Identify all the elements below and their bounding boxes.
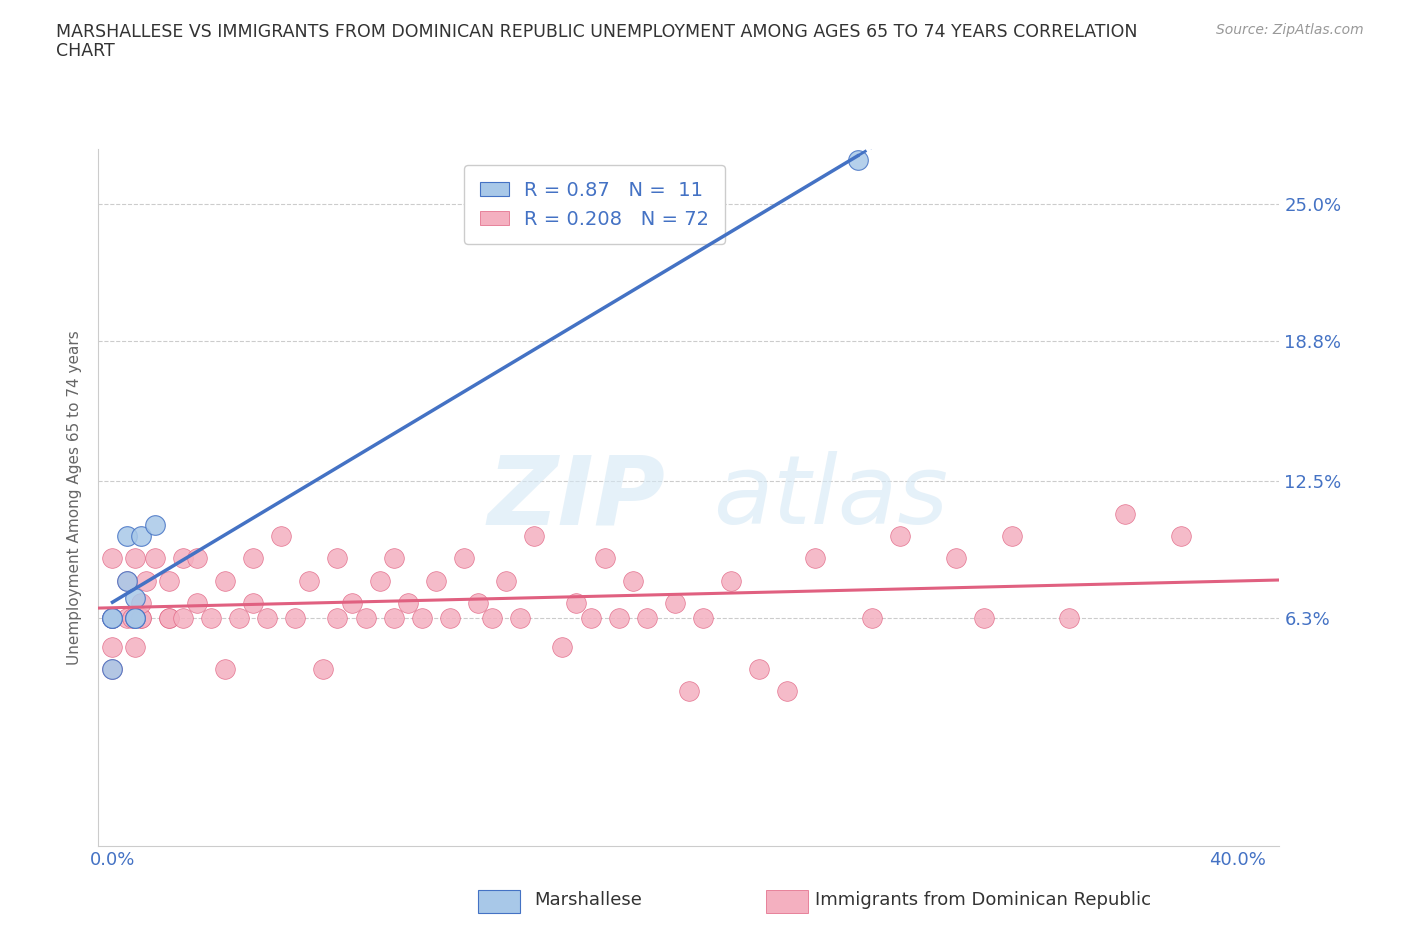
Point [467, 595, 489, 610]
Point [115, 611, 138, 626]
Point [143, 551, 166, 565]
Point [172, 551, 194, 565]
Point [101, 662, 124, 677]
Point [101, 640, 124, 655]
Point [115, 529, 138, 544]
Point [636, 611, 658, 626]
Point [495, 573, 517, 588]
Point [326, 611, 349, 626]
Point [1114, 507, 1136, 522]
Point [124, 551, 146, 565]
Y-axis label: Unemployment Among Ages 65 to 74 years: Unemployment Among Ages 65 to 74 years [67, 330, 83, 665]
Point [340, 595, 363, 610]
Point [124, 640, 146, 655]
Text: Marshallese: Marshallese [534, 891, 643, 910]
Point [453, 551, 475, 565]
Point [664, 595, 686, 610]
Point [143, 518, 166, 533]
Point [1001, 529, 1024, 544]
Point [973, 611, 995, 626]
Point [776, 684, 799, 698]
Point [124, 611, 146, 626]
Point [621, 573, 644, 588]
Point [425, 573, 447, 588]
Point [214, 573, 236, 588]
Point [101, 551, 124, 565]
Legend: R = 0.87   N =  11, R = 0.208   N = 72: R = 0.87 N = 11, R = 0.208 N = 72 [464, 166, 725, 245]
Point [411, 611, 433, 626]
Point [124, 611, 146, 626]
Point [214, 662, 236, 677]
Point [172, 611, 194, 626]
Point [298, 573, 321, 588]
Point [186, 551, 208, 565]
Point [242, 551, 264, 565]
Point [157, 611, 180, 626]
Point [579, 611, 602, 626]
Point [565, 595, 588, 610]
Point [481, 611, 503, 626]
Point [228, 611, 250, 626]
Point [101, 611, 124, 626]
Point [945, 551, 967, 565]
Point [101, 662, 124, 677]
Point [312, 662, 335, 677]
Point [551, 640, 574, 655]
Point [692, 611, 714, 626]
Point [354, 611, 377, 626]
Point [284, 611, 307, 626]
Point [593, 551, 616, 565]
Text: Immigrants from Dominican Republic: Immigrants from Dominican Republic [815, 891, 1152, 910]
Text: ZIP: ZIP [488, 451, 665, 544]
Point [382, 551, 405, 565]
Point [889, 529, 911, 544]
Point [135, 573, 157, 588]
Text: atlas: atlas [713, 451, 948, 544]
Point [678, 684, 700, 698]
Point [256, 611, 278, 626]
Point [129, 611, 152, 626]
Point [129, 529, 152, 544]
Point [523, 529, 546, 544]
Point [607, 611, 630, 626]
Point [439, 611, 461, 626]
Point [101, 611, 124, 626]
Point [157, 611, 180, 626]
Point [368, 573, 391, 588]
Point [115, 573, 138, 588]
Text: MARSHALLESE VS IMMIGRANTS FROM DOMINICAN REPUBLIC UNEMPLOYMENT AMONG AGES 65 TO : MARSHALLESE VS IMMIGRANTS FROM DOMINICAN… [56, 23, 1137, 41]
Point [115, 573, 138, 588]
Point [396, 595, 419, 610]
Point [748, 662, 770, 677]
Point [804, 551, 827, 565]
Point [186, 595, 208, 610]
Point [101, 611, 124, 626]
Point [121, 611, 143, 626]
Point [157, 573, 180, 588]
Point [124, 591, 146, 605]
Point [1170, 529, 1192, 544]
Point [1057, 611, 1080, 626]
Point [720, 573, 742, 588]
Point [382, 611, 405, 626]
Point [509, 611, 531, 626]
Point [270, 529, 292, 544]
Point [200, 611, 222, 626]
Text: CHART: CHART [56, 42, 115, 60]
Point [242, 595, 264, 610]
Point [326, 551, 349, 565]
Point [846, 153, 869, 167]
Point [129, 611, 152, 626]
Text: Source: ZipAtlas.com: Source: ZipAtlas.com [1216, 23, 1364, 37]
Point [129, 595, 152, 610]
Point [860, 611, 883, 626]
Point [101, 611, 124, 626]
